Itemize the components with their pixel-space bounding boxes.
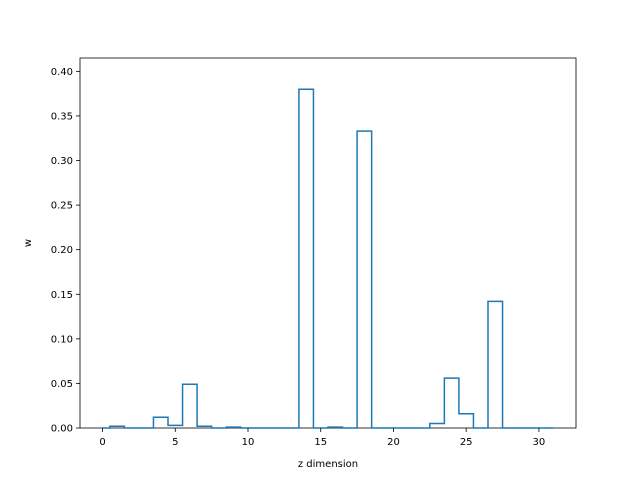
- y-tick-label: 0.30: [51, 156, 73, 167]
- y-tick-label: 0.40: [51, 67, 73, 78]
- plot-area: [79, 57, 577, 429]
- series-step-line: [102, 88, 554, 429]
- x-axis-label: z dimension: [298, 459, 358, 470]
- x-tick-label: 30: [533, 437, 546, 448]
- x-tick-label: 0: [99, 437, 105, 448]
- y-axis: 0.00 0.05 0.10 0.15 0.20 0.25 0.30 0.35 0.40: [51, 67, 80, 435]
- y-tick-label: 0.10: [51, 334, 73, 345]
- y-tick-label: 0.20: [51, 245, 73, 256]
- y-tick-label: 0.35: [51, 111, 73, 122]
- y-tick-label: 0.25: [51, 201, 73, 212]
- y-axis-label: w: [23, 239, 34, 247]
- x-tick-label: 20: [387, 437, 400, 448]
- x-tick-label: 5: [172, 437, 178, 448]
- x-tick-label: 25: [460, 437, 473, 448]
- x-tick-label: 15: [314, 437, 327, 448]
- x-tick-label: 10: [242, 437, 255, 448]
- x-axis: 0 5 10 15 20 25 30: [99, 428, 545, 448]
- y-tick-label: 0.05: [51, 379, 73, 390]
- y-tick-label: 0.15: [51, 290, 73, 301]
- y-tick-label: 0.00: [51, 424, 73, 435]
- plot-frame: [79, 57, 577, 429]
